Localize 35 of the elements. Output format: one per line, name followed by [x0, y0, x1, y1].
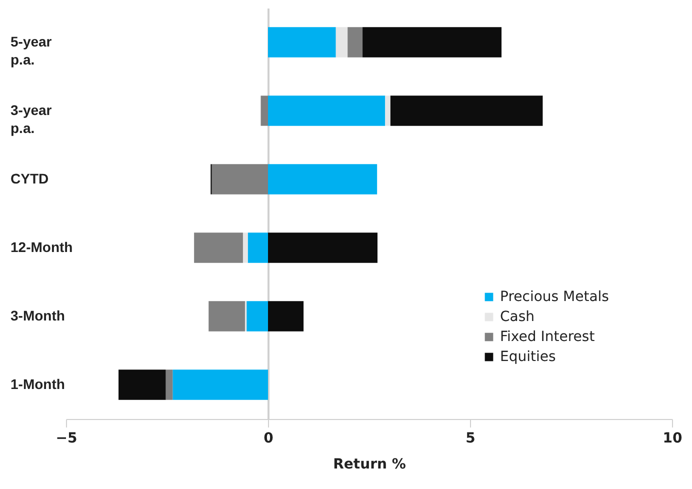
y-tick-label: 3-Month	[10, 307, 65, 324]
x-tick-label: −5	[56, 430, 78, 446]
bar	[390, 96, 543, 126]
x-tick-label: 10	[662, 430, 682, 446]
legend-label: Fixed Interest	[500, 329, 596, 345]
bar	[248, 232, 268, 263]
bar	[268, 301, 304, 332]
bar	[212, 164, 268, 194]
bar	[118, 370, 166, 400]
bar	[172, 370, 268, 400]
bar	[268, 164, 378, 194]
bar	[362, 27, 502, 58]
bar	[385, 96, 390, 126]
bar	[260, 96, 268, 126]
bar	[194, 232, 243, 263]
bar	[336, 27, 348, 58]
bar	[268, 232, 378, 263]
bar	[268, 96, 386, 126]
legend-label: Cash	[500, 309, 535, 325]
legend-label: Equities	[500, 349, 556, 365]
bar	[268, 27, 336, 58]
x-tick-label: 0	[264, 430, 274, 446]
bar	[166, 370, 173, 400]
y-tick-label: 3-year p.a.	[10, 102, 52, 136]
bar	[348, 27, 363, 58]
y-tick-label: 12-Month	[10, 238, 73, 255]
bar	[246, 301, 268, 332]
bar	[242, 232, 248, 263]
y-tick-label: 5-year p.a.	[10, 33, 52, 68]
y-tick-label: 1-Month	[10, 376, 65, 392]
x-axis-title: Return %	[333, 456, 406, 472]
y-tick-label: CYTD	[10, 170, 49, 186]
legend-label: Precious Metals	[500, 289, 609, 305]
bar	[208, 301, 245, 332]
x-tick-label: 5	[466, 430, 476, 446]
